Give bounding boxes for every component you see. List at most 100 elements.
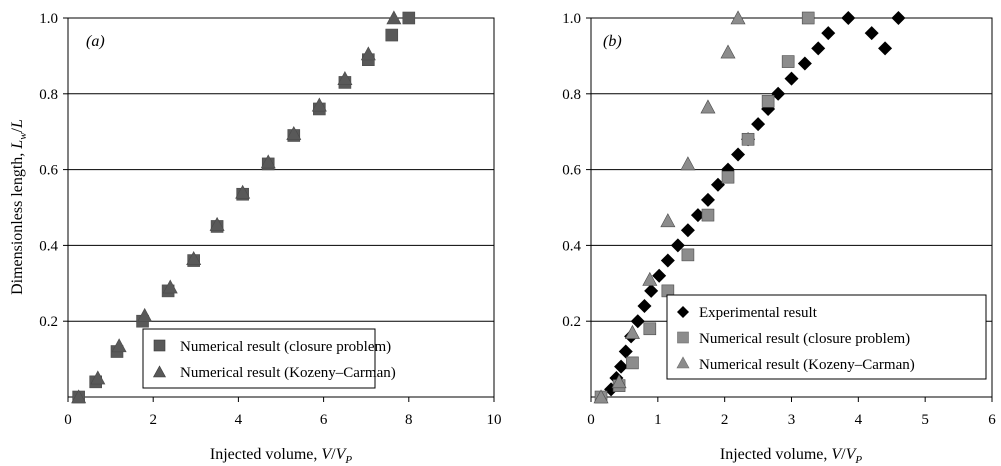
x-tick-label: 5 [921,412,929,428]
x-tick-label: 8 [405,412,413,428]
y-tick-label: 1.0 [39,11,58,27]
data-point-diamond [618,344,633,359]
data-point-triangle [386,10,402,25]
x-tick-label: 2 [149,412,157,428]
svg-text:Injected volume, V/VP: Injected volume, V/VP [720,446,863,466]
data-point-diamond [891,11,906,25]
data-point-triangle [90,370,106,385]
panel-b: 0.2 0.4 0.6 0.8 1.0 0 1 2 3 4 5 6 (b) Injected volu… [562,10,996,466]
data-point-diamond [710,177,725,192]
data-point-diamond [821,26,836,41]
panel-b-label: (b) [603,33,622,50]
data-point-diamond [700,192,715,207]
data-point-diamond [680,223,695,238]
x-tick-label: 6 [320,412,328,428]
data-point-triangle [337,71,353,85]
data-point-triangle [642,271,658,286]
panel-b-legend-triangle-icon [676,356,690,369]
x-tick-label: 10 [487,412,502,428]
data-point-square [385,28,399,42]
x-tick-label: 1 [654,412,662,428]
panel-b-legend-item-kozeny: Numerical result (Kozeny–Carman) [699,357,915,373]
y-tick-label: 0.8 [562,87,581,103]
data-point-diamond [644,283,659,298]
data-point-square [801,11,815,25]
data-point-triangle [700,99,716,114]
data-point-square [721,170,735,184]
x-tick-label: 0 [64,412,72,428]
data-point-diamond [690,208,705,223]
data-point-square [643,322,657,336]
panel-a-legend-triangle-icon [152,365,167,378]
panel-a-ticks: 0.2 0.4 0.6 0.8 1.0 0 2 4 6 8 10 [39,11,501,428]
data-point-triangle [186,251,202,265]
panel-a-data-marks [71,10,416,404]
x-tick-label: 4 [235,412,243,428]
data-point-square [681,248,695,262]
data-point-triangle [71,389,87,404]
y-tick-label: 0.8 [39,87,58,103]
data-point-triangle [209,216,225,231]
data-point-triangle [611,374,627,389]
panel-b-x-axis-title: Injected volume, V/VP [720,446,863,466]
x-tick-label: 4 [855,412,863,428]
panel-b-ticks: 0.2 0.4 0.6 0.8 1.0 0 1 2 3 4 5 6 [562,11,996,428]
svg-text:Dimensionless length, Lw/L: Dimensionless length, Lw/L [9,119,29,295]
x-tick-label: 3 [788,412,796,428]
data-point-triangle [311,97,327,112]
y-tick-label: 0.4 [39,238,58,254]
data-point-triangle [162,279,178,294]
panel-a-label: (a) [86,33,105,50]
data-point-triangle [286,125,302,140]
data-point-diamond [878,41,893,56]
panel-a-x-axis-title: Injected volume, V/VP [210,446,353,466]
data-point-square [741,132,755,146]
panel-a: 0.2 0.4 0.6 0.8 1.0 0 2 4 6 8 10 (a) Injected volu… [9,10,502,466]
panel-b-legend: Experimental result Numerical result (cl… [666,294,987,380]
y-tick-label: 0.2 [562,314,581,330]
data-point-diamond [652,268,667,283]
panel-b-legend-box [666,294,987,380]
data-point-diamond [751,117,766,132]
y-tick-label: 0.6 [39,163,58,179]
data-point-square [781,55,795,68]
data-point-diamond [614,359,629,374]
panel-a-legend: Numerical result (closure problem) Numer… [142,328,396,389]
data-point-diamond [771,86,786,101]
y-tick-label: 1.0 [562,11,581,27]
data-point-triangle [730,10,746,25]
data-point-diamond [784,71,799,86]
panel-b-legend-diamond-icon [677,306,689,318]
svg-text:Injected volume, V/VP: Injected volume, V/VP [210,446,353,466]
panel-a-y-axis-title: Dimensionless length, Lw/L [9,119,29,295]
panel-a-legend-box [142,328,376,389]
data-point-diamond [637,299,652,314]
x-tick-label: 0 [587,412,595,428]
data-point-diamond [841,11,856,25]
data-point-square [402,11,416,25]
data-point-triangle [137,307,153,322]
data-point-diamond [797,56,812,71]
panel-b-data-marks [593,10,906,404]
panel-b-legend-item-closure: Numerical result (closure problem) [699,331,910,347]
panel-b-legend-square-icon [677,331,689,344]
data-point-triangle [235,184,251,199]
data-point-triangle [593,389,609,404]
y-tick-label: 0.6 [562,163,581,179]
data-point-diamond [630,314,645,329]
data-point-triangle [680,156,696,171]
data-point-square [626,356,639,370]
data-point-triangle [360,46,376,61]
data-point-diamond [731,147,746,162]
panel-a-x-axis-title-text: Injected volume, [210,446,322,463]
data-point-diamond [660,253,675,268]
x-tick-label: 6 [988,412,996,428]
data-point-square [701,208,715,222]
data-point-triangle [624,324,640,339]
data-point-triangle [720,44,736,59]
panel-a-legend-item-closure: Numerical result (closure problem) [180,339,391,355]
panel-a-legend-square-icon [153,339,166,352]
y-tick-label: 0.4 [562,238,581,254]
data-point-diamond [864,26,879,41]
